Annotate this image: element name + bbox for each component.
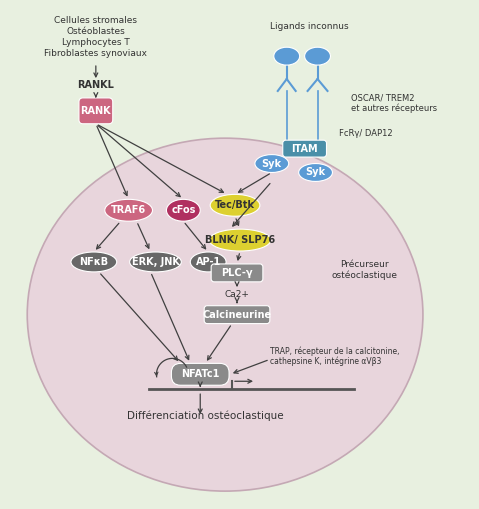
Text: FcRγ/ DAP12: FcRγ/ DAP12 (340, 129, 393, 138)
Text: AP-1: AP-1 (195, 257, 221, 267)
Ellipse shape (305, 47, 331, 65)
Ellipse shape (166, 200, 200, 221)
Ellipse shape (190, 252, 226, 272)
Text: Tec/Btk: Tec/Btk (215, 200, 255, 210)
Text: TRAP, récepteur de la calcitonine,: TRAP, récepteur de la calcitonine, (270, 347, 399, 356)
Text: NFATc1: NFATc1 (181, 370, 219, 379)
Text: NFκB: NFκB (80, 257, 108, 267)
Text: Ca2+: Ca2+ (225, 290, 250, 299)
Ellipse shape (130, 252, 182, 272)
Text: cFos: cFos (171, 205, 195, 215)
Text: Précurseur
ostéoclastique: Précurseur ostéoclastique (331, 260, 397, 280)
Text: Ostéoblastes: Ostéoblastes (67, 27, 125, 36)
Ellipse shape (27, 138, 423, 491)
Text: et autres récepteurs: et autres récepteurs (352, 103, 437, 113)
Text: BLNK/ SLP76: BLNK/ SLP76 (205, 235, 275, 245)
Text: PLC-γ: PLC-γ (221, 268, 253, 278)
Text: ITAM: ITAM (291, 144, 318, 154)
Ellipse shape (105, 200, 152, 221)
FancyBboxPatch shape (171, 363, 229, 385)
Text: RANK: RANK (80, 106, 111, 116)
FancyBboxPatch shape (283, 140, 327, 157)
Text: TRAF6: TRAF6 (111, 205, 146, 215)
Text: Calcineurine: Calcineurine (203, 309, 272, 320)
Ellipse shape (274, 47, 300, 65)
Text: Ligands inconnus: Ligands inconnus (270, 22, 349, 32)
Ellipse shape (298, 163, 332, 181)
Text: Différenciation ostéoclastique: Différenciation ostéoclastique (127, 411, 284, 421)
FancyBboxPatch shape (211, 264, 263, 282)
Text: Lymphocytes T: Lymphocytes T (62, 38, 130, 47)
Ellipse shape (210, 194, 260, 216)
Text: Cellules stromales: Cellules stromales (54, 16, 137, 25)
Text: OSCAR/ TREM2: OSCAR/ TREM2 (352, 94, 415, 103)
Text: cathepsine K, intégrine αVβ3: cathepsine K, intégrine αVβ3 (270, 357, 381, 366)
Text: ERK, JNK: ERK, JNK (132, 257, 180, 267)
Text: RANKL: RANKL (78, 80, 114, 90)
Text: Fibroblastes synoviaux: Fibroblastes synoviaux (45, 49, 148, 58)
Ellipse shape (71, 252, 117, 272)
Text: Syk: Syk (306, 167, 326, 178)
FancyBboxPatch shape (79, 98, 113, 124)
Ellipse shape (255, 155, 289, 173)
Ellipse shape (209, 229, 271, 251)
Text: Syk: Syk (262, 158, 282, 168)
FancyBboxPatch shape (204, 306, 270, 324)
